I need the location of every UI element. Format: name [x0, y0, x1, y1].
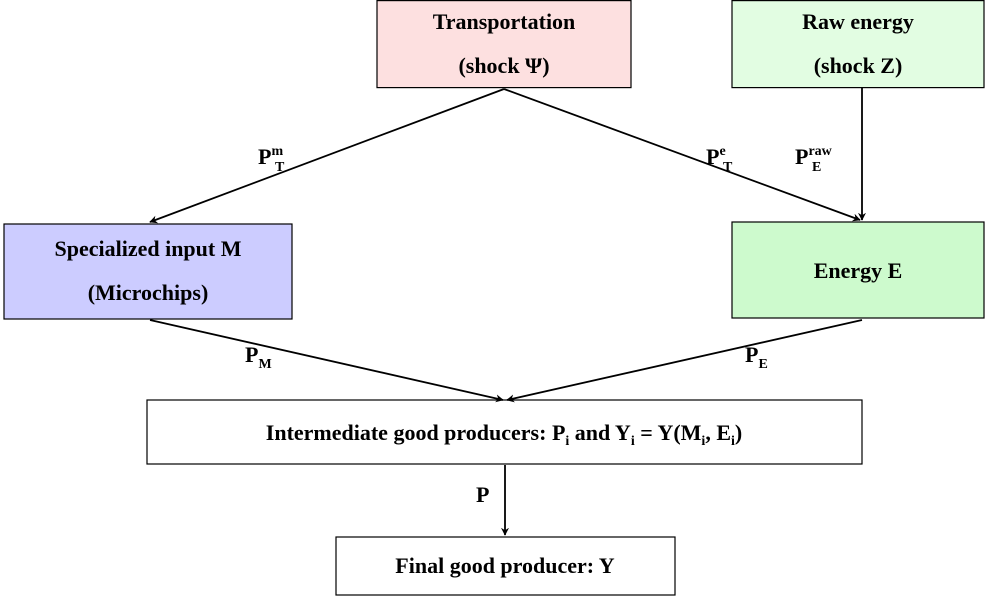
label-base: P	[245, 342, 258, 367]
label-base: P	[745, 342, 758, 367]
label-sub: i	[565, 434, 569, 449]
edge-label: PE	[745, 342, 768, 372]
label-sub: E	[758, 357, 767, 372]
arrow	[149, 319, 504, 403]
label-part: and Y	[569, 420, 631, 445]
label-part: , E	[705, 420, 731, 445]
node-label: Specialized input M	[54, 236, 241, 261]
edge-label: Pm T	[258, 144, 285, 175]
node-label: Intermediate good producers: Pi and Yi =…	[266, 420, 742, 449]
node-label: (shock Ψ)	[458, 53, 549, 78]
node-box	[731, 221, 985, 319]
label-sup: m	[271, 144, 283, 159]
edge-label: P	[476, 482, 489, 507]
label-base: P	[258, 144, 271, 169]
node-label: Transportation	[433, 9, 576, 34]
label-base: P	[706, 144, 719, 169]
label-base: P	[476, 482, 489, 507]
label-sub: i	[731, 434, 735, 449]
label-sub: E	[812, 160, 821, 175]
arrow	[149, 88, 505, 224]
label-part: )	[735, 420, 742, 445]
label-sub: i	[701, 434, 705, 449]
node-label: (shock Z)	[814, 53, 903, 78]
label-sub: T	[275, 160, 285, 175]
label-sub: T	[723, 160, 733, 175]
arrow	[506, 319, 863, 403]
edge-label: PM	[245, 342, 272, 372]
node-label: Raw energy	[802, 9, 914, 34]
node-label: Energy E	[814, 258, 903, 283]
label-sup: e	[719, 144, 725, 159]
node-box	[335, 536, 676, 596]
node-box	[146, 399, 863, 465]
node-label: Final good producer: Y	[395, 553, 615, 578]
node-label: (Microchips)	[88, 280, 209, 305]
label-sub: M	[258, 357, 271, 372]
node-box	[731, 0, 985, 89]
label-sub: i	[631, 434, 635, 449]
label-sup: raw	[808, 144, 832, 159]
label-part: = Y(M	[635, 420, 702, 445]
edge-label: Pe T	[706, 144, 733, 175]
label-base: P	[795, 144, 808, 169]
node-box	[3, 223, 293, 320]
arrow	[503, 88, 861, 222]
label-part: Intermediate good producers: P	[266, 420, 566, 445]
node-box	[376, 0, 632, 89]
edge-label: Praw E	[795, 144, 833, 175]
